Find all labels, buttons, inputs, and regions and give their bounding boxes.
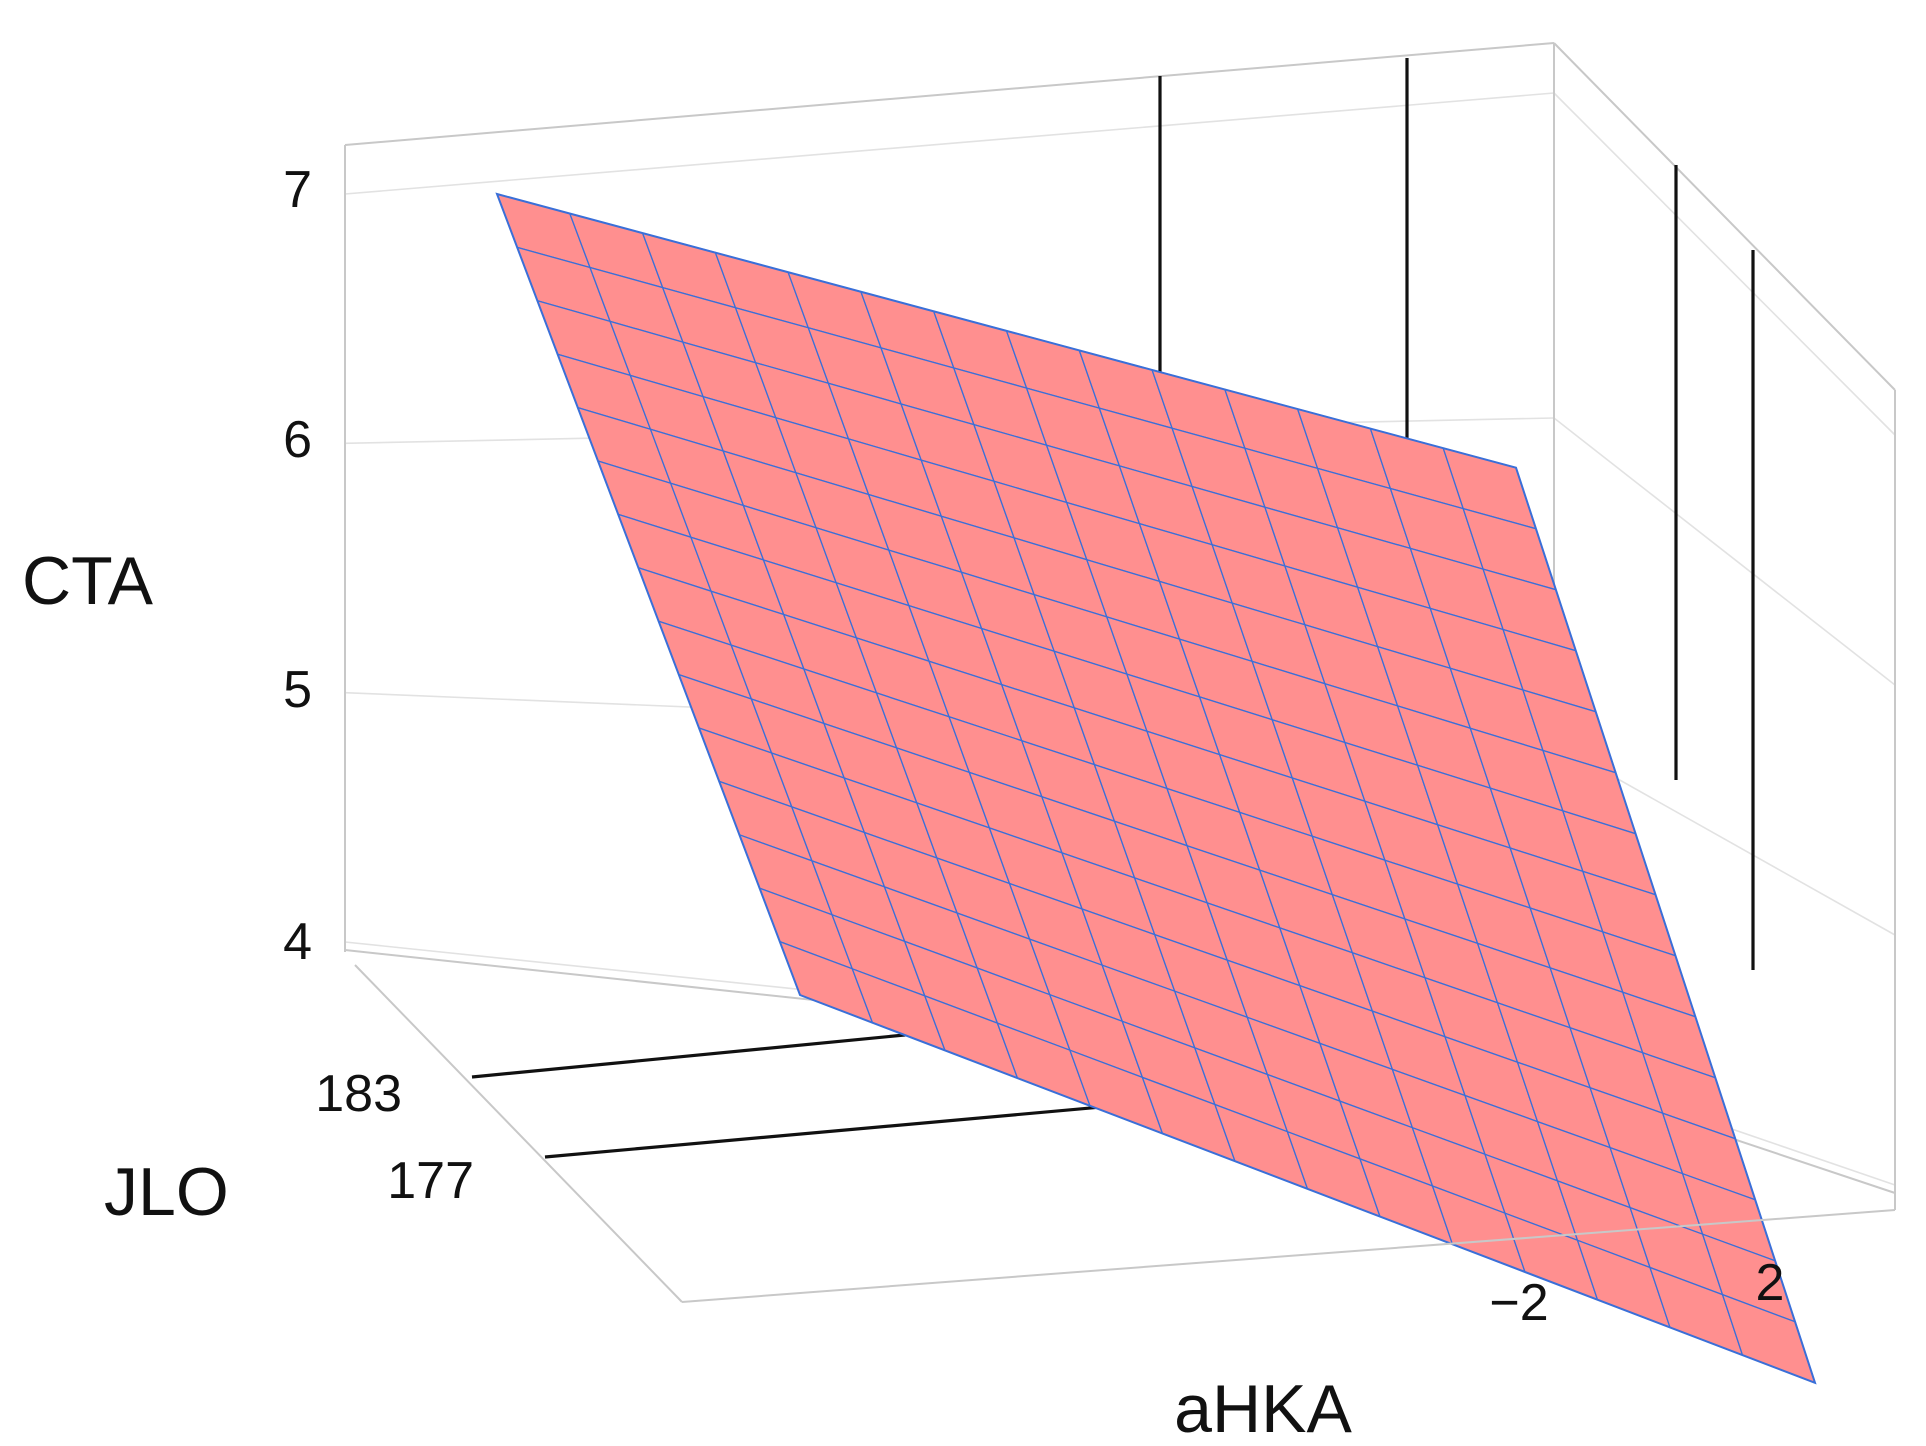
z-tick-4: 4 — [283, 913, 312, 971]
x-tick-2: 2 — [1756, 1254, 1785, 1312]
z-gridline-back — [344, 92, 1555, 195]
z-gridline-right — [1553, 417, 1896, 686]
box-edge-floor-front — [681, 1209, 1896, 1303]
z-tick-7: 7 — [283, 161, 312, 219]
z-gridline-right — [1553, 92, 1896, 436]
box-edge-top-back — [344, 42, 1555, 146]
y-axis-title: JLO — [104, 1154, 229, 1230]
box-edge-floor-left — [354, 964, 683, 1303]
plot-box-front — [344, 950, 1896, 1303]
box-edge-top-right — [1553, 42, 1896, 391]
y-tick-177: 177 — [387, 1152, 474, 1210]
surface-outline — [495, 192, 1817, 1385]
z-axis-title: CTA — [22, 543, 154, 619]
y-tick-183: 183 — [315, 1065, 402, 1123]
regression-plane — [495, 192, 1817, 1385]
x-axis-title: aHKA — [1174, 1371, 1352, 1446]
z-tick-6: 6 — [283, 411, 312, 469]
x-tick-minus-2: −2 — [1489, 1274, 1548, 1332]
z-tick-5: 5 — [283, 661, 312, 719]
